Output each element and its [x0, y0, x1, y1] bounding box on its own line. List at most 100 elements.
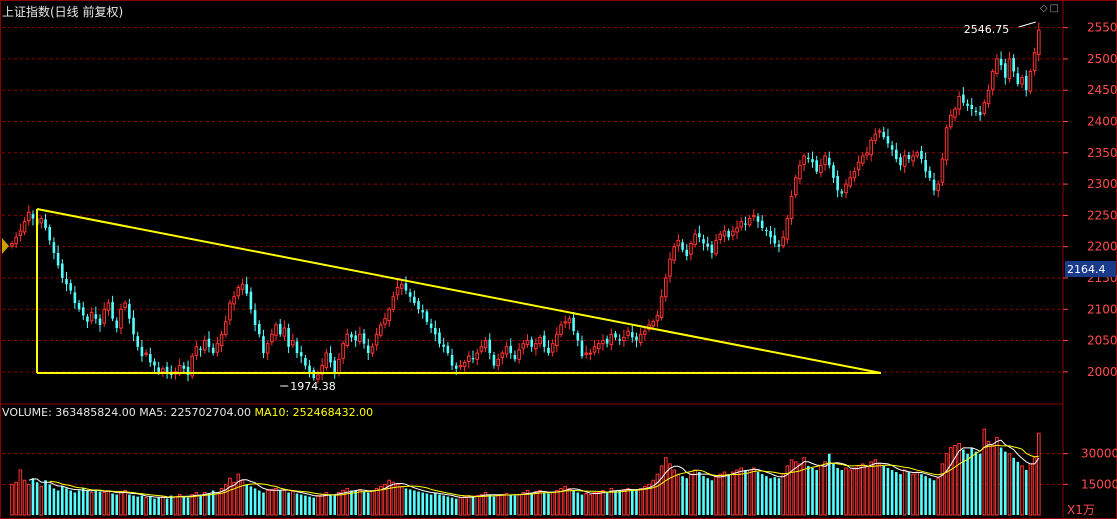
candle-body [199, 348, 202, 350]
volume-bar [563, 485, 568, 516]
candle-body [693, 233, 697, 245]
volume-bar [895, 472, 898, 515]
volume-bar [35, 482, 39, 515]
volume-bar [140, 495, 144, 515]
volume-bar [270, 488, 274, 516]
candle-body [1020, 77, 1024, 85]
candle-body [1012, 57, 1015, 72]
volume-bar [354, 490, 357, 515]
candle-body [316, 374, 320, 380]
volume-bar [128, 494, 131, 515]
volume-bar [98, 491, 102, 515]
candle-body [186, 366, 190, 375]
volume-bar [819, 465, 823, 516]
candle-body [132, 317, 135, 335]
candle-body [14, 236, 18, 245]
volume-bar [601, 489, 605, 516]
volume-bar [882, 465, 886, 515]
volume-bar [157, 497, 160, 515]
candle-body [706, 243, 710, 247]
candle-body [521, 343, 526, 349]
volume-bar [161, 496, 165, 516]
candle-body [115, 320, 119, 329]
volume-bar [873, 459, 878, 516]
candle-body [387, 308, 391, 322]
volume-bar [111, 493, 114, 515]
candle-body [722, 230, 727, 237]
volume-bar [785, 465, 790, 516]
volume-bar [698, 472, 701, 515]
volume-bar [383, 483, 387, 516]
volume-bar [798, 463, 802, 516]
volume-bar [1032, 457, 1037, 516]
candle-body [550, 343, 555, 353]
volume-bar [722, 471, 727, 516]
volume-bar [580, 494, 584, 515]
candle-body [240, 283, 245, 290]
candle-body [358, 333, 362, 342]
chart-title: 上证指数(日线 前复权) [2, 5, 124, 19]
candle-body [119, 308, 123, 329]
diamond-icon[interactable]: ◇ [1039, 3, 1050, 14]
volume-bar [26, 483, 31, 516]
square-icon[interactable]: □ [1049, 3, 1061, 14]
candle-body [450, 354, 454, 366]
candle-body [735, 227, 739, 233]
volume-bar [366, 492, 370, 515]
volume-bar [747, 469, 752, 516]
candle-body [525, 340, 530, 346]
volume-bar [69, 490, 72, 515]
volume-bar [211, 490, 215, 515]
volume-bar [710, 480, 714, 515]
candle-body [44, 219, 47, 228]
volume-bar [102, 492, 107, 516]
candle-body [1016, 73, 1020, 84]
volume-bar [869, 461, 873, 516]
volume-bar [350, 490, 353, 515]
volume-bar [329, 494, 332, 515]
volume-bar [890, 470, 894, 515]
current-price-box [1065, 260, 1116, 277]
high-arrow [1018, 21, 1036, 28]
candle-body [618, 339, 622, 341]
volume-bar [228, 477, 232, 516]
candle-body [278, 323, 282, 335]
volume-bar [417, 491, 420, 515]
candle-body [559, 324, 563, 335]
candle-body [270, 333, 274, 343]
candle-body [153, 361, 156, 366]
volume-ma-lines [28, 439, 1040, 499]
candle-body [345, 333, 350, 347]
candle-body [638, 333, 643, 343]
candle-body [123, 302, 127, 308]
volume-bar [169, 495, 173, 515]
candle-body [915, 152, 920, 157]
candle-body [215, 343, 220, 353]
candle-body [1024, 75, 1028, 91]
candle-body [685, 249, 689, 257]
candle-body [731, 230, 735, 236]
candle-body [404, 283, 408, 291]
candle-body [605, 338, 609, 344]
volume-bar [458, 497, 463, 516]
candle-body [467, 355, 471, 363]
volume-bar [920, 474, 923, 515]
volume-bar [521, 492, 526, 516]
volume-bar [907, 472, 911, 515]
candle-body [819, 164, 823, 174]
candle-body [781, 236, 785, 247]
window-controls[interactable]: ◇□ [1040, 3, 1061, 14]
volume-bar [990, 444, 995, 516]
volume-bar [865, 465, 869, 516]
volume-bar [681, 476, 684, 515]
volume-bar [1024, 470, 1028, 515]
volume-bar [56, 490, 60, 515]
volume-bar [559, 487, 563, 516]
volume-bar [513, 495, 517, 515]
candle-body [304, 358, 307, 366]
candle-body [366, 345, 370, 354]
candle-body [253, 310, 257, 325]
candle-body [547, 347, 550, 354]
